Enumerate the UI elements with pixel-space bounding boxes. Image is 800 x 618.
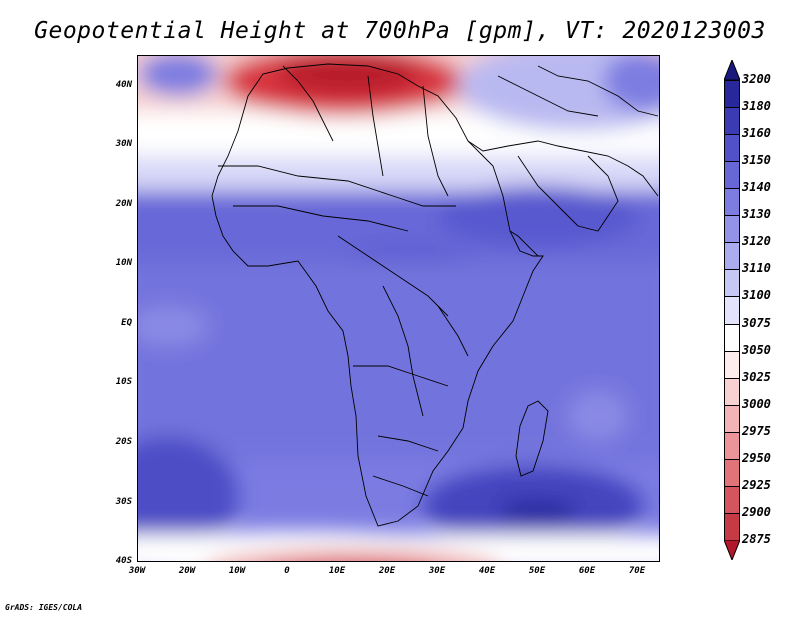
colorbar-label: 3150 (742, 153, 771, 168)
colorbar-label: 2875 (742, 532, 771, 546)
colorbar-label: 3000 (742, 396, 771, 411)
lon-label-0: 0 (284, 566, 290, 576)
map-panel (137, 55, 660, 562)
lon-label-10e: 10E (328, 566, 346, 576)
colorbar-label: 2925 (742, 477, 771, 492)
footer-credit: GrADS: IGES/COLA (5, 603, 83, 612)
colorbar-label: 3160 (742, 126, 771, 141)
lon-label-20w: 20W (178, 566, 196, 576)
colorbar-segment (724, 134, 740, 162)
lat-label-30n: 30N (115, 139, 132, 149)
lon-label-30e: 30E (428, 566, 446, 576)
colorbar-segment (724, 350, 740, 378)
colorbar-segment (724, 269, 740, 297)
colorbar-segment (724, 512, 740, 540)
lat-label-30s: 30S (115, 497, 132, 507)
colorbar-label: 3075 (742, 315, 771, 330)
coastlines (211, 63, 659, 527)
colorbar-segment (724, 404, 740, 432)
lat-label-20s: 20S (115, 437, 132, 447)
colorbar-label: 3130 (742, 207, 771, 222)
lat-label-20n: 20N (115, 199, 132, 209)
colorbar-segment (724, 485, 740, 513)
colorbar-label: 2950 (742, 450, 771, 465)
lat-label-10n: 10N (115, 258, 132, 268)
colorbar-segment (724, 323, 740, 351)
colorbar-segment (724, 161, 740, 189)
colorbar-segment (724, 242, 740, 270)
map-title: Geopotential Height at 700hPa [gpm], VT:… (34, 18, 766, 44)
colorbar-label: 3100 (742, 288, 771, 303)
colorbar-segment (724, 296, 740, 324)
colorbar-label: 3050 (742, 342, 771, 357)
colorbar-label: 3140 (742, 180, 771, 195)
colorbar-label: 3110 (742, 261, 771, 276)
lon-label-50e: 50E (528, 566, 546, 576)
colorbar-segment (724, 80, 740, 108)
colorbar-segment (724, 107, 740, 135)
lon-label-30w: 30W (128, 566, 146, 576)
colorbar-top-arrow (724, 60, 740, 80)
colorbar-segment (724, 458, 740, 486)
geopotential-field (138, 56, 659, 561)
lon-label-20e: 20E (378, 566, 396, 576)
colorbar-label: 2975 (742, 423, 771, 438)
lon-label-60e: 60E (578, 566, 596, 576)
colorbar-segment (724, 431, 740, 459)
colorbar-label: 2900 (742, 504, 771, 519)
colorbar-label: 3025 (742, 369, 771, 384)
colorbar-segment (724, 377, 740, 405)
colorbar-label: 3120 (742, 234, 771, 249)
colorbar-bottom-arrow (724, 540, 740, 560)
lat-label-40s: 40S (115, 556, 132, 566)
lon-label-70e: 70E (628, 566, 646, 576)
colorbar-label: 3200 (742, 72, 771, 86)
colorbar-segment (724, 188, 740, 216)
lat-label-40n: 40N (115, 80, 132, 90)
lon-label-40e: 40E (478, 566, 496, 576)
lat-label-eq: EQ (121, 318, 132, 328)
colorbar-label: 3180 (742, 99, 771, 114)
lon-label-10w: 10W (228, 566, 246, 576)
lat-label-10s: 10S (115, 377, 132, 387)
colorbar-segment (724, 215, 740, 243)
